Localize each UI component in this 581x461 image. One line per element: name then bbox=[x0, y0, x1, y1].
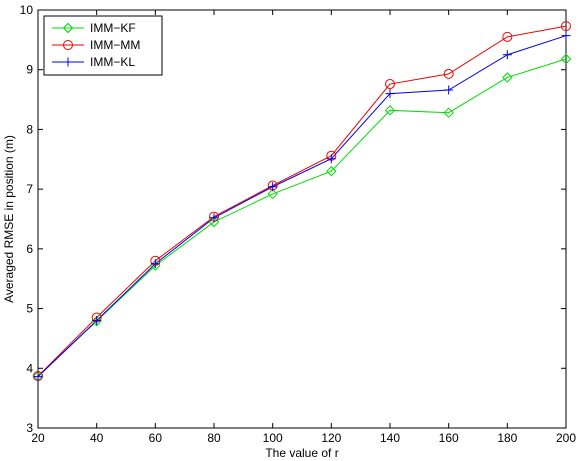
y-tick-label: 10 bbox=[20, 3, 34, 17]
series-lines bbox=[37, 25, 567, 378]
x-tick-label: 120 bbox=[321, 431, 341, 445]
x-tick-label: 200 bbox=[556, 431, 576, 445]
data-point-imm-kl bbox=[33, 372, 43, 382]
legend-marker bbox=[62, 22, 74, 34]
x-tick-label: 40 bbox=[90, 431, 104, 445]
data-point-imm-mm bbox=[385, 79, 395, 90]
legend-label: IMM−KL bbox=[90, 55, 135, 69]
data-point-imm-kf bbox=[560, 53, 572, 65]
data-point-imm-kl bbox=[268, 182, 278, 192]
data-point-imm-kl bbox=[561, 31, 571, 41]
series-markers bbox=[32, 21, 572, 382]
x-tick-label: 20 bbox=[31, 431, 45, 445]
legend: IMM−KF IMM−MM IMM−KL bbox=[43, 15, 163, 76]
data-point-imm-mm bbox=[443, 68, 454, 79]
x-tick-label: 180 bbox=[497, 431, 517, 445]
series-line-imm-mm bbox=[37, 25, 567, 377]
y-tick-label: 7 bbox=[26, 182, 33, 196]
data-point-imm-mm bbox=[502, 31, 513, 42]
y-tick-label: 8 bbox=[26, 122, 33, 136]
data-point-imm-kl bbox=[385, 89, 395, 99]
x-tick-label: 140 bbox=[380, 431, 400, 445]
y-axis-label: Averaged RMSE in position (m) bbox=[2, 135, 16, 303]
x-tick-label: 60 bbox=[149, 431, 163, 445]
legend-label: IMM−MM bbox=[90, 38, 140, 52]
data-point-imm-kf bbox=[267, 188, 278, 200]
series-line-imm-kl bbox=[37, 35, 567, 378]
data-point-imm-mm bbox=[561, 21, 571, 32]
axis-ticks: 20 40 60 80 100 120 140 160 180 200 3 4 5 6 7 8 9 10 bbox=[20, 3, 577, 445]
y-tick-label: 6 bbox=[26, 242, 33, 256]
y-tick-label: 3 bbox=[26, 421, 33, 435]
x-axis-label: The value of r bbox=[265, 446, 338, 460]
data-point-imm-kl bbox=[326, 154, 336, 164]
data-point-imm-kl bbox=[92, 316, 102, 326]
y-tick-label: 5 bbox=[26, 302, 33, 316]
data-point-imm-kf bbox=[384, 105, 396, 116]
data-point-imm-kl bbox=[150, 259, 160, 269]
legend-marker bbox=[63, 40, 73, 50]
data-point-imm-kf bbox=[91, 315, 102, 327]
data-point-imm-kf bbox=[502, 72, 513, 83]
y-tick-label: 9 bbox=[26, 63, 33, 77]
data-point-imm-kl bbox=[209, 213, 219, 223]
legend-label: IMM−KF bbox=[90, 21, 136, 35]
x-tick-label: 100 bbox=[263, 431, 283, 445]
plot-area bbox=[37, 9, 567, 429]
y-tick-label: 4 bbox=[26, 361, 33, 375]
legend-marker bbox=[63, 57, 73, 67]
x-tick-label: 160 bbox=[439, 431, 459, 445]
data-point-imm-kf bbox=[326, 166, 337, 177]
data-point-imm-kf bbox=[443, 107, 454, 118]
x-tick-label: 80 bbox=[207, 431, 221, 445]
series-line-imm-kf bbox=[37, 58, 567, 377]
data-point-imm-kl bbox=[444, 85, 454, 95]
data-point-imm-kl bbox=[502, 50, 512, 60]
